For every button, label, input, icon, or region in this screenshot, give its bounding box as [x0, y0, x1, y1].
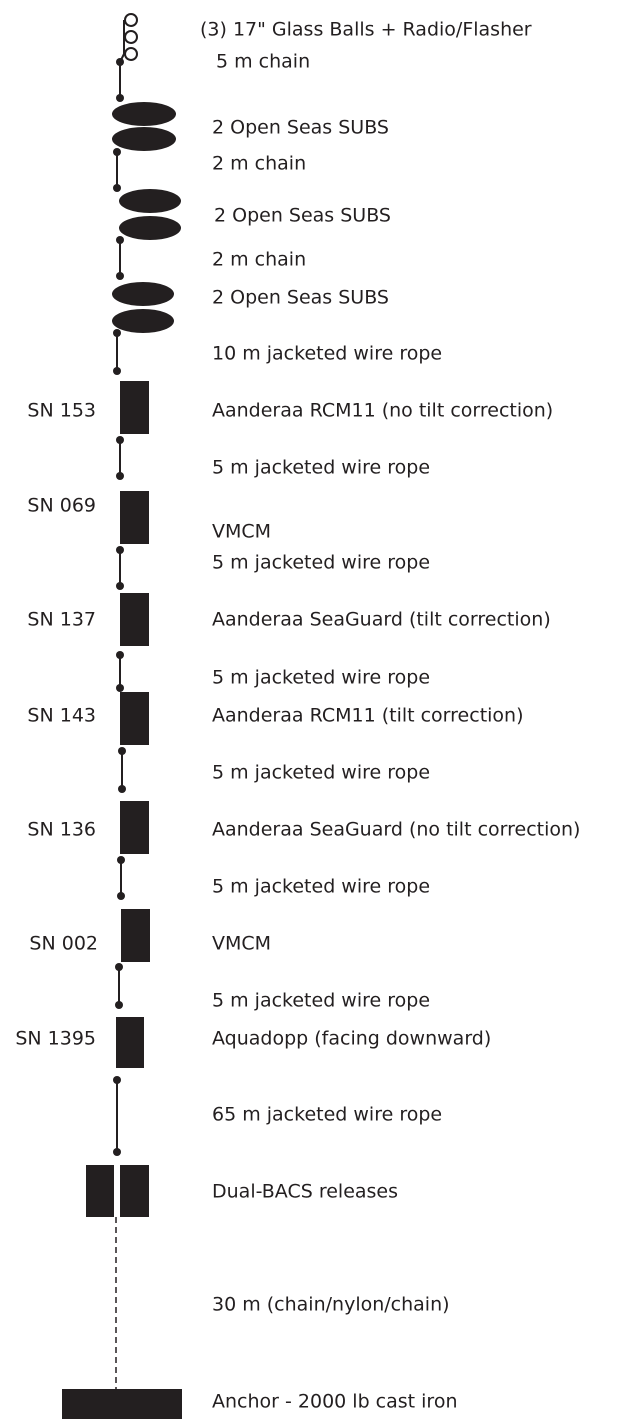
- float-connector: [119, 20, 125, 63]
- instruments: [62, 381, 182, 1419]
- component-label: Anchor - 2000 lb cast iron: [212, 1391, 458, 1413]
- shackle-dot: [115, 963, 123, 971]
- mooring-line: [116, 62, 123, 1152]
- shackle-dot: [113, 329, 121, 337]
- shackle-dot: [116, 651, 124, 659]
- shackle-dot: [117, 856, 125, 864]
- component-label: Aanderaa SeaGuard (no tilt correction): [212, 819, 580, 841]
- serial-number: SN 137: [27, 609, 96, 631]
- serial-number: SN 153: [27, 400, 96, 422]
- component-label: 5 m jacketed wire rope: [212, 552, 430, 574]
- component-label: 2 m chain: [212, 249, 306, 271]
- component-label: 2 Open Seas SUBS: [212, 287, 389, 309]
- serial-number: SN 136: [27, 819, 96, 841]
- component-label: VMCM: [212, 933, 271, 955]
- component-label: 2 Open Seas SUBS: [212, 117, 389, 139]
- component-label: 10 m jacketed wire rope: [212, 343, 442, 365]
- shackle-dot: [116, 94, 124, 102]
- component-label: 2 m chain: [212, 153, 306, 175]
- glass-balls: [124, 13, 138, 61]
- subs-floats: [112, 102, 181, 333]
- shackle-dot: [113, 148, 121, 156]
- component-label: VMCM: [212, 521, 271, 543]
- shackle-dot: [116, 272, 124, 280]
- shackle-dot: [116, 684, 124, 692]
- component-label: Aanderaa RCM11 (no tilt correction): [212, 400, 553, 422]
- component-label: 5 m chain: [216, 51, 310, 73]
- component-label: Aanderaa SeaGuard (tilt correction): [212, 609, 551, 631]
- component-label: 5 m jacketed wire rope: [212, 667, 430, 689]
- shackle-dot: [113, 367, 121, 375]
- serial-number: SN 002: [29, 933, 98, 955]
- shackle-dot: [116, 472, 124, 480]
- shackle-dot: [113, 1148, 121, 1156]
- shackle-dot: [116, 436, 124, 444]
- component-label: 5 m jacketed wire rope: [212, 762, 430, 784]
- shackle-dot: [116, 546, 124, 554]
- shackle-dot: [116, 582, 124, 590]
- serial-number: SN 1395: [15, 1028, 96, 1050]
- component-label: 2 Open Seas SUBS: [214, 205, 391, 227]
- component-label: (3) 17" Glass Balls + Radio/Flasher: [200, 19, 532, 41]
- shackle-dot: [115, 1001, 123, 1009]
- shackle-dot: [116, 236, 124, 244]
- component-label: Aanderaa RCM11 (tilt correction): [212, 705, 524, 727]
- component-label: Aquadopp (facing downward): [212, 1028, 491, 1050]
- shackle-dot: [116, 58, 124, 66]
- shackle-dot: [117, 892, 125, 900]
- component-label: 5 m jacketed wire rope: [212, 876, 430, 898]
- component-label: Dual-BACS releases: [212, 1181, 398, 1203]
- shackle-dot: [118, 785, 126, 793]
- component-label: 65 m jacketed wire rope: [212, 1104, 442, 1126]
- serial-number: SN 069: [27, 495, 96, 517]
- shackle-dot: [113, 184, 121, 192]
- component-label: 5 m jacketed wire rope: [212, 990, 430, 1012]
- serial-number: SN 143: [27, 705, 96, 727]
- component-label: 30 m (chain/nylon/chain): [212, 1294, 450, 1316]
- shackle-dot: [118, 747, 126, 755]
- component-label: 5 m jacketed wire rope: [212, 457, 430, 479]
- shackle-dot: [113, 1076, 121, 1084]
